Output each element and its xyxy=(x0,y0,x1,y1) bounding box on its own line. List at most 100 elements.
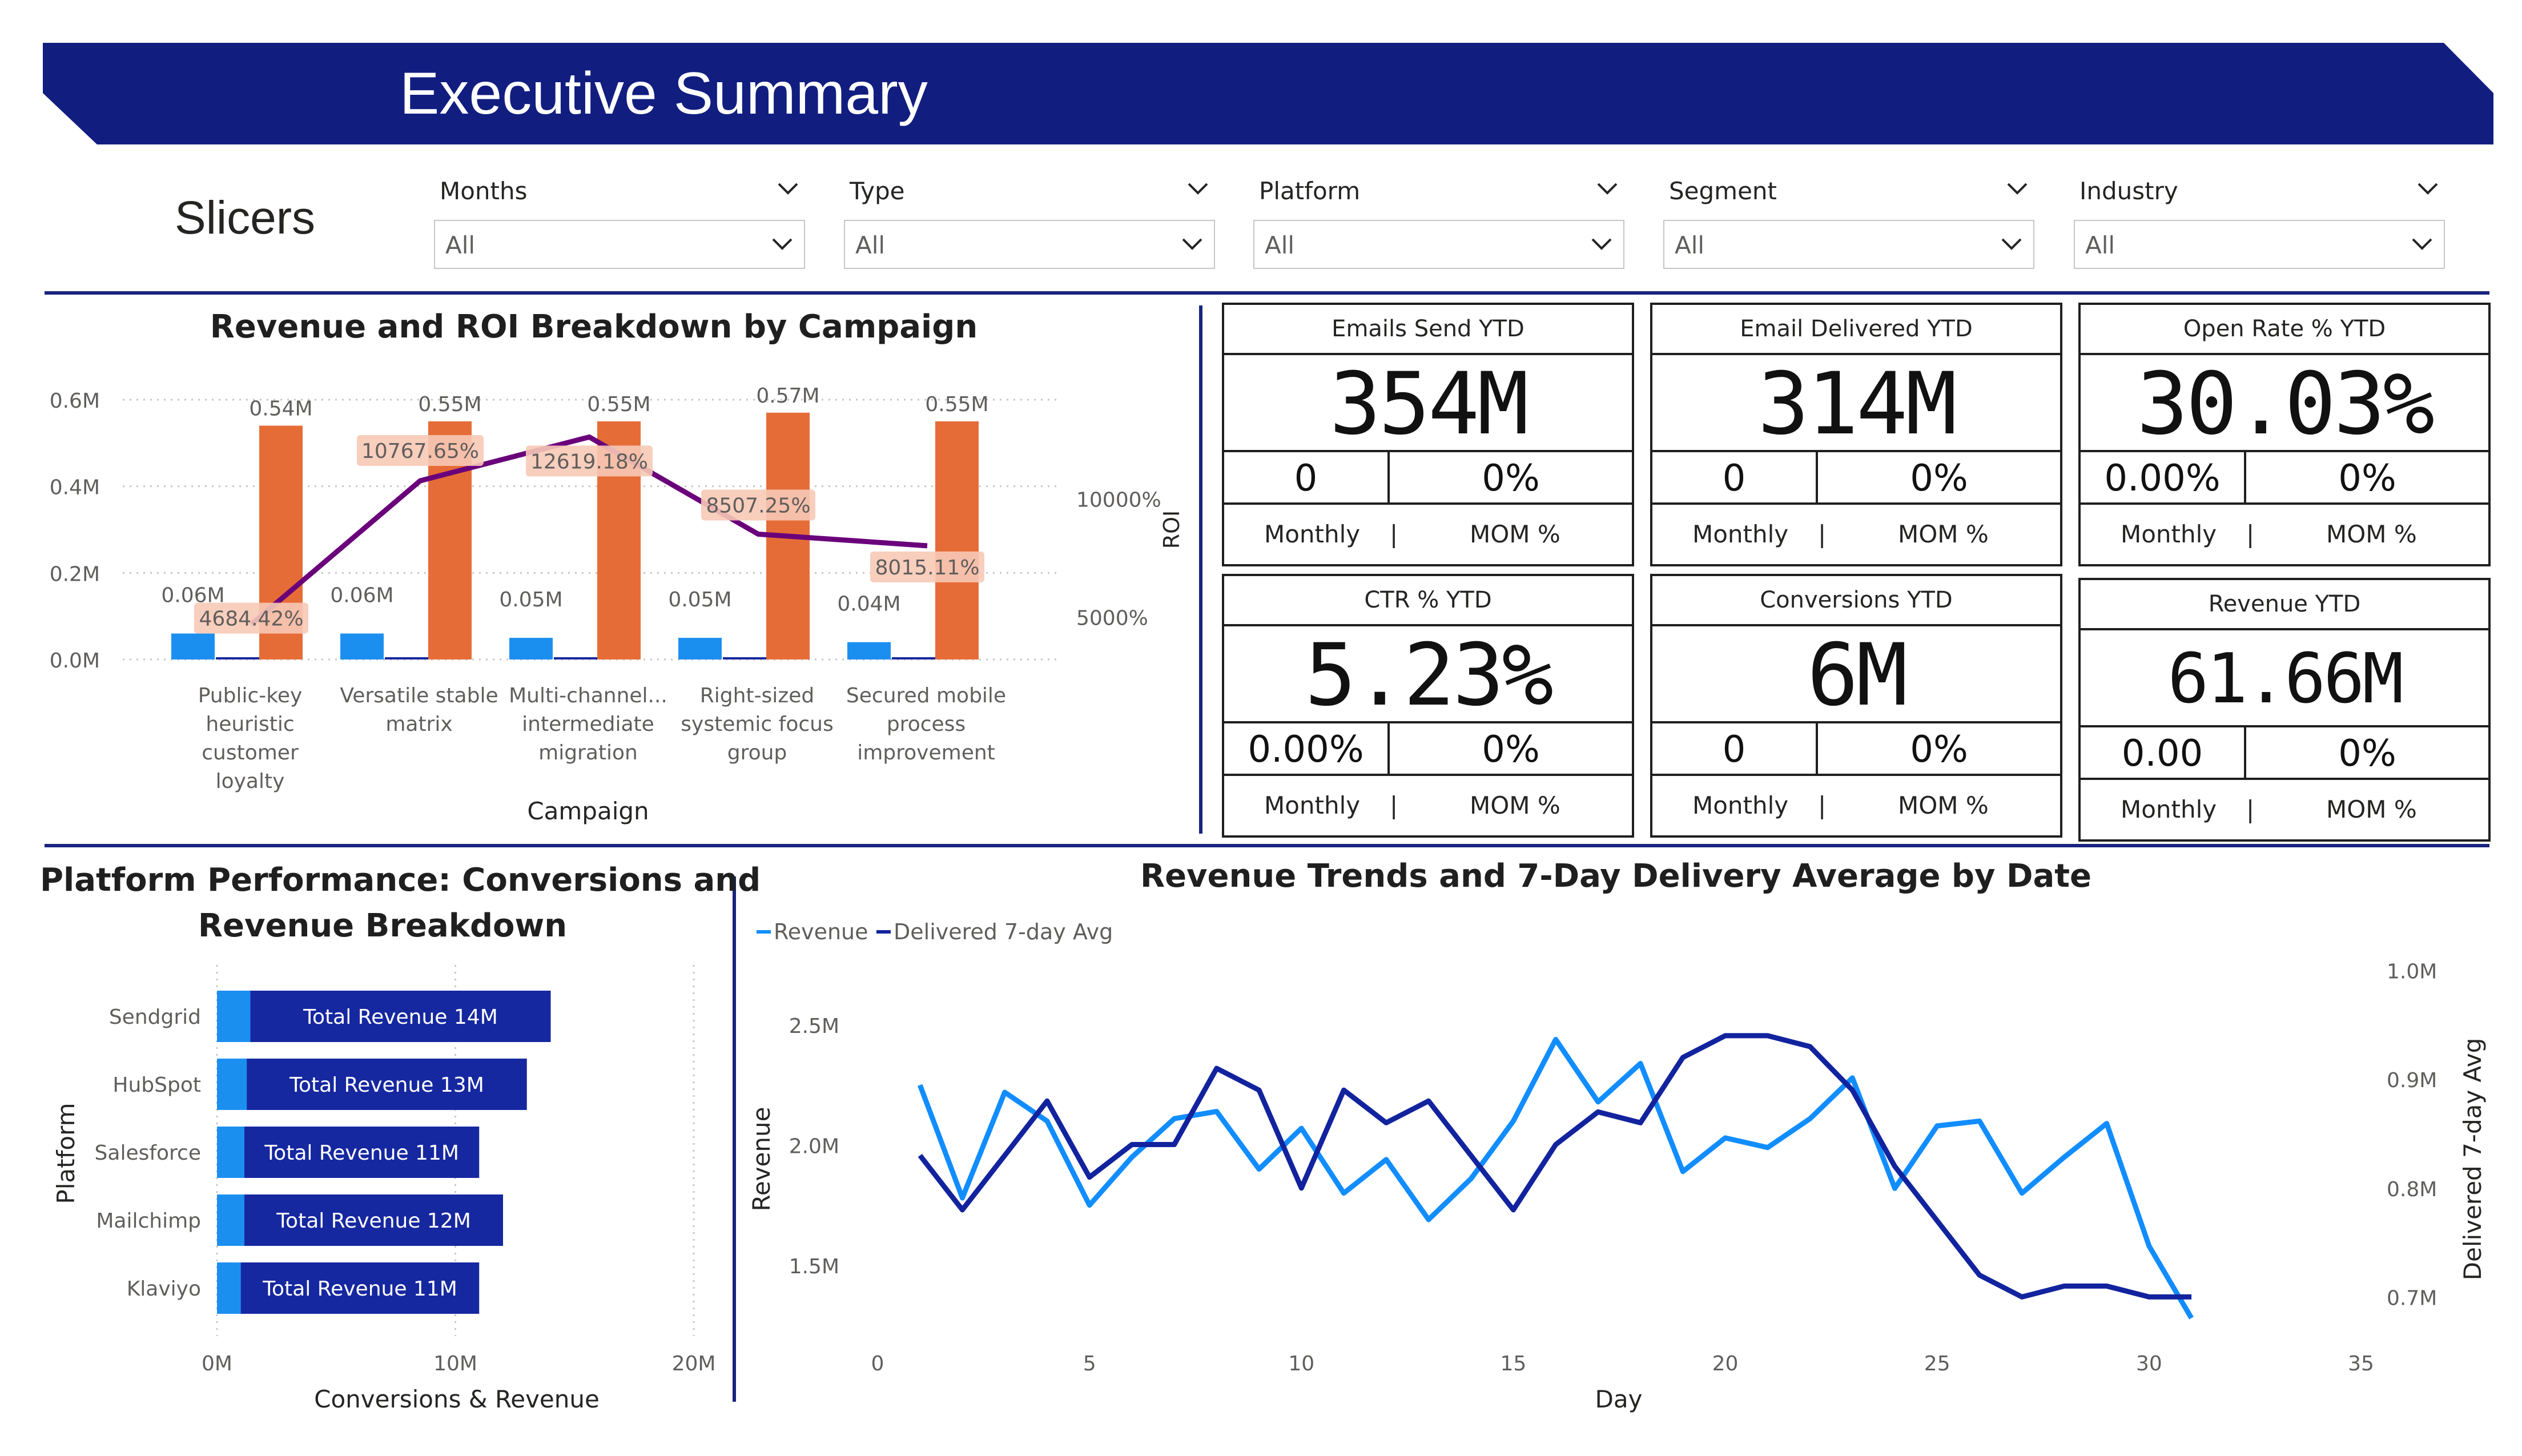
type-dropdown[interactable]: All xyxy=(844,220,1215,269)
x-axis-title: Conversions & Revenue xyxy=(314,1385,600,1413)
y-tick-label: 0.6M xyxy=(50,389,100,413)
slicers-label: Slicers xyxy=(175,192,316,244)
platform-performance-chart: 0M 10M 20M Sendgrid Total Revenue 14M HubSpot… xyxy=(52,965,715,1413)
bar-navy xyxy=(385,657,428,659)
kpi-card-open-rate: Open Rate % YTD 30.03% 0.00% 0% Monthly … xyxy=(2078,303,2491,566)
revenue-bar xyxy=(217,1194,503,1246)
months-dropdown[interactable]: All xyxy=(434,220,805,269)
kpi-monthly-label: Monthly xyxy=(2121,520,2217,548)
y-tick-label: 2.0M xyxy=(789,1135,839,1159)
kpi-card-ctr: CTR % YTD 5.23% 0.00% 0% Monthly | MOM % xyxy=(1222,574,1634,838)
kpi-value: 354M xyxy=(1224,355,1632,453)
kpi-mom-label: MOM % xyxy=(1898,520,1989,548)
bar-data-label: 0.05M xyxy=(499,588,562,612)
roi-data-label: 8507.25% xyxy=(706,494,810,517)
x-tick-label: group xyxy=(727,741,787,765)
y-tick-label: HubSpot xyxy=(112,1073,201,1097)
slicer-title: Segment xyxy=(1669,177,1777,205)
x-tick-label: 30 xyxy=(2136,1352,2162,1375)
kpi-mom-value: 0% xyxy=(1818,723,2060,776)
x-tick-label: Secured mobile xyxy=(846,684,1006,707)
y2-tick-label: 10000% xyxy=(1076,489,1161,512)
y-axis-title: Platform xyxy=(52,1103,80,1204)
revenue-bar xyxy=(217,991,551,1042)
bar-data-label: 0.57M xyxy=(756,384,819,408)
kpi-card-conversions: Conversions YTD 6M 0 0% Monthly | MOM % xyxy=(1650,574,2062,838)
kpi-monthly-label: Monthly xyxy=(1692,520,1789,548)
slicer-title: Industry xyxy=(2079,177,2178,205)
slicer-segment: Segment All xyxy=(1663,177,2034,291)
x-tick-label: 25 xyxy=(1924,1352,1950,1375)
kpi-mom-label: MOM % xyxy=(1898,791,1989,819)
bar-data-label: Total Revenue 12M xyxy=(276,1209,471,1233)
revenue-bar xyxy=(217,1059,527,1110)
x-tick-label: Right-sized xyxy=(700,684,814,707)
delivered-avg-line xyxy=(918,1033,2192,1300)
chevron-down-icon[interactable] xyxy=(2006,177,2029,200)
bar-data-label: 0.04M xyxy=(837,593,900,616)
bar-data-label: 0.55M xyxy=(418,393,481,416)
y2-tick-label: 5000% xyxy=(1076,607,1148,630)
roi-data-label-bg xyxy=(357,435,484,466)
revenue-bar-orange xyxy=(935,421,979,659)
kpi-value: 61.66M xyxy=(2081,630,2488,727)
y-tick-label: 1.5M xyxy=(789,1255,839,1278)
bar-data-label: Total Revenue 11M xyxy=(262,1277,457,1301)
bar-navy xyxy=(892,657,935,659)
segment-dropdown[interactable]: All xyxy=(1663,220,2034,269)
x-tick-label: 0 xyxy=(871,1352,884,1375)
kpi-monthly-label: Monthly xyxy=(1264,520,1361,548)
campaign-revenue-roi-chart: 0.0M 0.2M 0.4M 0.6M 5000% 10000%ROI 0.06M 0.54M… xyxy=(50,384,1184,825)
kpi-monthly-label: Monthly xyxy=(2121,795,2217,823)
bar-data-label: Total Revenue 13M xyxy=(289,1073,484,1097)
slicer-type: Type All xyxy=(844,177,1215,291)
platform-dropdown[interactable]: All xyxy=(1253,220,1624,269)
kpi-value: 30.03% xyxy=(2081,355,2488,453)
y2-tick-label: 0.9M xyxy=(2387,1069,2437,1092)
chevron-down-icon[interactable] xyxy=(1596,177,1619,200)
kpi-separator: | xyxy=(1818,791,1827,819)
chevron-down-icon[interactable] xyxy=(777,177,799,200)
kpi-value: 5.23% xyxy=(1224,626,1632,725)
x-tick-label: 10M xyxy=(433,1352,477,1375)
x-tick-label: 15 xyxy=(1501,1352,1527,1375)
revenue-bar xyxy=(217,1127,480,1178)
x-tick-label: 35 xyxy=(2348,1352,2374,1375)
slicer-title: Type xyxy=(850,177,905,205)
x-axis-title: Day xyxy=(1595,1385,1643,1413)
revenue-bar-blue xyxy=(678,638,722,659)
x-tick-label: intermediate xyxy=(522,713,654,736)
dropdown-value: All xyxy=(1265,231,1295,259)
bar-data-label: 0.55M xyxy=(925,393,988,416)
kpi-card-emails-sent: Emails Send YTD 354M 0 0% Monthly | MOM … xyxy=(1222,303,1634,566)
kpi-mom-value: 0% xyxy=(1818,452,2060,505)
bar-data-label: 0.05M xyxy=(668,588,731,612)
conversions-bar xyxy=(217,1127,245,1178)
y-tick-label: Klaviyo xyxy=(127,1277,201,1301)
kpi-title: Emails Send YTD xyxy=(1224,305,1632,355)
chevron-down-icon[interactable] xyxy=(1186,177,1209,200)
kpi-card-emails-delivered: Email Delivered YTD 314M 0 0% Monthly | … xyxy=(1650,303,2062,566)
campaign-chart-title: Revenue and ROI Breakdown by Campaign xyxy=(210,308,978,345)
kpi-monthly-label: Monthly xyxy=(1692,791,1789,819)
kpi-value: 6M xyxy=(1652,626,2060,725)
page-title: Executive Summary xyxy=(400,61,928,127)
section-divider-top xyxy=(45,291,2489,295)
x-tick-label: 20 xyxy=(1712,1352,1739,1375)
kpi-separator: | xyxy=(1390,791,1398,819)
kpi-mom-value: 0% xyxy=(2246,452,2488,505)
y-tick-label: 0.2M xyxy=(50,562,100,586)
y2-tick-label: 1.0M xyxy=(2387,960,2437,984)
chevron-down-icon xyxy=(2412,238,2432,250)
kpi-monthly-value: 0.00 xyxy=(2081,727,2246,780)
y-tick-label: Sendgrid xyxy=(109,1005,201,1029)
slicer-months: Months All xyxy=(434,177,805,291)
chevron-down-icon[interactable] xyxy=(2416,177,2439,200)
roi-line xyxy=(250,434,928,627)
kpi-mom-label: MOM % xyxy=(2326,795,2417,823)
kpi-monthly-value: 0.00% xyxy=(2081,452,2246,505)
industry-dropdown[interactable]: All xyxy=(2074,220,2445,269)
roi-data-label: 12619.18% xyxy=(530,450,648,473)
platform-chart-title: Platform Performance: Conversions and Re… xyxy=(40,858,761,949)
kpi-separator: | xyxy=(1390,520,1398,548)
